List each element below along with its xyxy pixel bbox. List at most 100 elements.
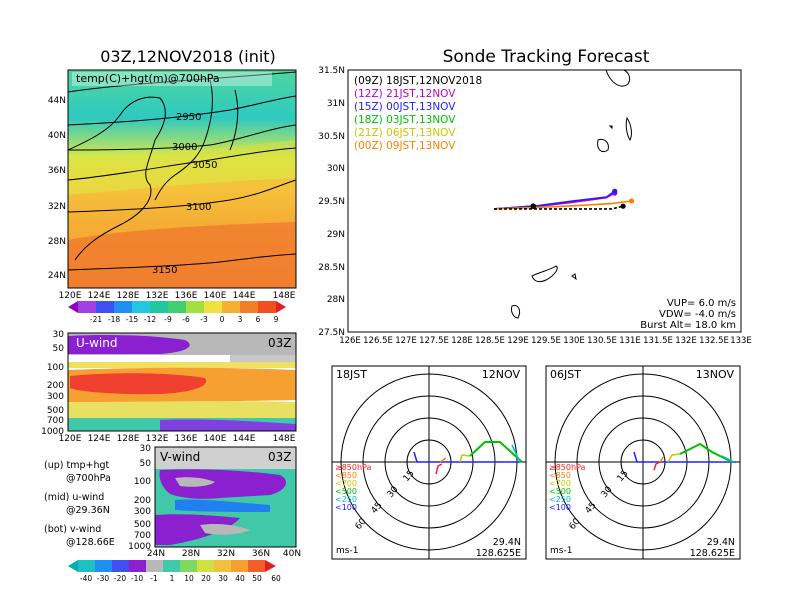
map-lon-ticks: 120E 124E 128E 132E 136E 140E 144E 148E — [59, 291, 296, 301]
tcb-label: -3 — [200, 315, 208, 324]
note-line: (mid) u-wind — [44, 492, 104, 503]
track-series-group — [493, 188, 635, 210]
track-lon-tick: 132E — [675, 336, 697, 346]
polar-right-unit: ms-1 — [550, 546, 572, 556]
contour-label-3000: 3000 — [172, 142, 197, 153]
track-series-line — [494, 205, 624, 210]
vup-text: VUP= 6.0 m/s — [667, 298, 736, 309]
track-legend: (09Z) 18JST,12NOV2018 (12Z) 21JST,12NOV … — [354, 75, 482, 152]
v-p-tick: 300 — [134, 507, 151, 517]
track-lat-tick: 29N — [327, 230, 345, 240]
track-lon-tick: 133E — [730, 336, 752, 346]
wcb-label: -20 — [114, 574, 126, 583]
track-params: VUP= 6.0 m/s VDW= -4.0 m/s Burst Alt= 18… — [640, 298, 736, 331]
polar-right-time: 06JST — [550, 368, 581, 381]
u-p-tick: 100 — [47, 363, 64, 373]
track-lon-tick: 126E — [339, 336, 361, 346]
track-lat-ticks: 31.5N 31N 30.5N 30N 29.5N 29N 28.5N 28N … — [318, 66, 345, 338]
map-lon-tick: 140E — [204, 291, 227, 301]
v-wind-panel: V-wind 03Z 30 50 100 200 300 500 700 100… — [128, 444, 301, 559]
map-lon-tick: 128E — [117, 291, 140, 301]
legend-18z: (18Z) 03JST,13NOV — [354, 114, 456, 126]
map-lat-tick: 44N — [48, 96, 66, 106]
tcb-label: 3 — [238, 315, 243, 324]
v-wind-time: 03Z — [268, 450, 292, 464]
polar-right-date: 13NOV — [696, 368, 735, 381]
wcb-label: -40 — [80, 574, 92, 583]
u-p-tick: 1000 — [41, 427, 64, 437]
note-line: @128.66E — [66, 537, 115, 548]
legend-15z: (15Z) 00JST,13NOV — [354, 101, 456, 113]
note-line: @29.36N — [66, 505, 110, 516]
note-line: (up) tmp+hgt — [44, 460, 110, 471]
polar-left-lvl: ≥850hPa — [335, 463, 372, 472]
right-title: Sonde Tracking Forecast — [443, 47, 650, 67]
u-lon-tick: 136E — [175, 434, 198, 444]
v-lat-tick: 28N — [182, 549, 200, 559]
v-lat-tick: 32N — [217, 549, 235, 559]
map-lat-tick: 32N — [48, 202, 66, 212]
polar-left-date: 12NOV — [482, 368, 521, 381]
u-lon-tick: 140E — [204, 434, 227, 444]
u-lon-tick: 132E — [146, 434, 169, 444]
map-lat-tick: 40N — [48, 131, 66, 141]
tcb-label: -6 — [182, 315, 190, 324]
map-lon-tick: 120E — [59, 291, 82, 301]
track-lon-tick: 126.5E — [363, 336, 393, 346]
u-p-tick: 700 — [47, 416, 64, 426]
wcb-label: -10 — [131, 574, 143, 583]
polar-left-lvl: <700 — [335, 479, 357, 488]
polar-right-lvl: <850 — [549, 471, 571, 480]
map-panel-label: temp(C)+hgt(m)@700hPa — [76, 72, 220, 85]
polar-left-time: 18JST — [336, 368, 367, 381]
track-lat-tick: 28N — [327, 295, 345, 305]
wcb-label: 30 — [218, 574, 228, 583]
track-lon-tick: 130.5E — [587, 336, 617, 346]
wcb-label: -30 — [97, 574, 109, 583]
v-lat-tick: 40N — [283, 549, 301, 559]
u-wind-label: U-wind — [76, 336, 117, 350]
track-lat-tick: 31N — [327, 99, 345, 109]
u-p-tick: 200 — [47, 381, 64, 391]
tcb-label: 9 — [274, 315, 279, 324]
polar-left-unit: ms-1 — [336, 546, 358, 556]
v-p-tick: 50 — [140, 459, 152, 469]
tcb-label: 0 — [220, 315, 225, 324]
polar-right-lvl: ≥850hPa — [549, 463, 586, 472]
wcb-label: 50 — [252, 574, 262, 583]
track-lat-tick: 30N — [327, 164, 345, 174]
track-lat-tick: 31.5N — [318, 66, 345, 76]
track-end-point — [628, 198, 635, 204]
track-series-line — [493, 190, 616, 210]
polar-right-lat: 29.4N — [707, 537, 735, 548]
u-p-tick: 300 — [47, 392, 64, 402]
polar-right-lvl: <250 — [549, 495, 571, 504]
track-lon-tick: 129E — [507, 336, 529, 346]
tcb-label: -12 — [144, 315, 156, 324]
legend-00z: (00Z) 09JST,13NOV — [354, 140, 456, 152]
wind-colorbar: -40 -30 -20 -10 -1 1 10 20 30 40 50 60 — [68, 560, 281, 583]
wcb-label: 1 — [170, 574, 175, 583]
u-lon-tick: 120E — [59, 434, 82, 444]
v-wind-label: V-wind — [160, 450, 200, 464]
legend-21z: (21Z) 06JST,13NOV — [354, 127, 456, 139]
contour-label-3050: 3050 — [192, 160, 217, 171]
track-lon-tick: 129.5E — [531, 336, 561, 346]
track-map-panel: (09Z) 18JST,12NOV2018 (12Z) 21JST,12NOV … — [318, 66, 752, 346]
track-lon-tick: 130E — [563, 336, 585, 346]
v-p-tick: 100 — [134, 477, 151, 487]
note-line: @700hPa — [66, 473, 111, 484]
polar-left-lat: 29.4N — [493, 537, 521, 548]
track-end-point — [620, 203, 626, 209]
track-lat-tick: 29.5N — [318, 197, 345, 207]
tcb-label: -18 — [108, 315, 120, 324]
v-p-tick: 500 — [134, 520, 151, 530]
wcb-label: 60 — [271, 574, 281, 583]
u-wind-time: 03Z — [268, 336, 292, 350]
map-lat-tick: 24N — [48, 271, 66, 281]
panel-notes: (up) tmp+hgt @700hPa (mid) u-wind @29.36… — [44, 460, 115, 548]
track-lat-tick: 27.5N — [318, 328, 345, 338]
wcb-label: -1 — [150, 574, 158, 583]
polar-right-lvl: <700 — [549, 479, 571, 488]
